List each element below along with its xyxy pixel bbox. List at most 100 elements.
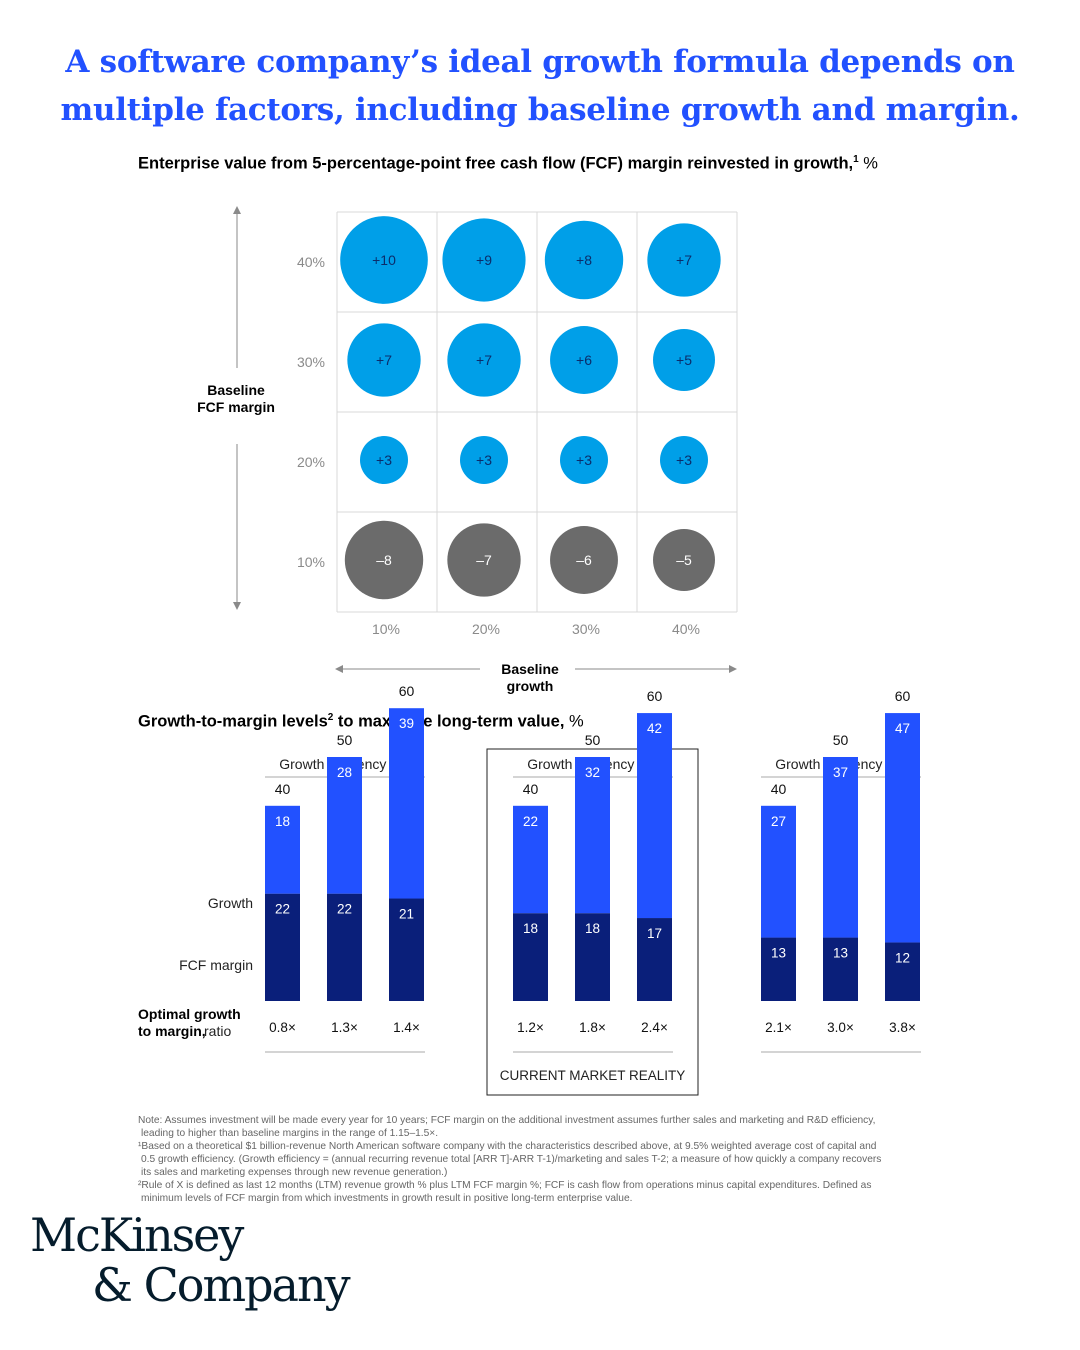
bar-total-label: 40: [771, 781, 787, 797]
x-axis-label-line: Baseline: [501, 661, 559, 677]
bar-label-growth: 18: [275, 814, 290, 829]
bubble: [560, 436, 608, 484]
x-axis-label-line: growth: [507, 678, 554, 694]
bar-label-fcf-margin: 18: [523, 921, 538, 936]
bar-label-fcf-margin: 18: [585, 921, 600, 936]
logo-line-2: & Company: [92, 1258, 351, 1312]
bar-label-fcf-margin: 17: [647, 926, 662, 941]
arrow-left-icon: [335, 665, 343, 673]
bubble-label: +3: [476, 452, 492, 468]
bar-segment-growth: [637, 713, 672, 919]
ratio-label: 1.2×: [517, 1020, 544, 1035]
bar-segment-growth: [265, 805, 300, 894]
bar-label-fcf-margin: 21: [399, 907, 414, 922]
bar-label-growth: 32: [585, 765, 600, 780]
bar-label-growth: 37: [833, 765, 848, 780]
x-tick-label: 10%: [372, 621, 400, 637]
bar-label-growth: 39: [399, 716, 414, 731]
ratio-label: 3.0×: [827, 1020, 854, 1035]
x-tick-label: 40%: [672, 621, 700, 637]
chart1-title-footnote: 1: [853, 154, 859, 165]
ratio-label: 1.4×: [393, 1020, 420, 1035]
footnotes: Note: Assumes investment will be made ev…: [138, 1114, 948, 1205]
bar-label-fcf-margin: 12: [895, 950, 910, 965]
bubble-label: +5: [676, 352, 692, 368]
bar-segment-growth: [513, 805, 548, 914]
ratio-label: 1.8×: [579, 1020, 606, 1035]
row-label-ratio: to margin,: [138, 1023, 206, 1039]
bar-total-label: 50: [585, 732, 601, 748]
logo-line-1: McKinsey: [30, 1208, 244, 1262]
note-line: Note: Assumes investment will be made ev…: [138, 1115, 876, 1126]
note-line: ²Rule of X is defined as last 12 months …: [138, 1180, 872, 1191]
bar-total-label: 50: [833, 732, 849, 748]
bubble: [544, 220, 624, 300]
bubble-label: +3: [376, 452, 392, 468]
bar-total-label: 60: [647, 688, 663, 704]
bar-label-growth: 42: [647, 721, 662, 736]
highlight-label: CURRENT MARKET REALITY: [500, 1068, 686, 1083]
y-tick-label: 10%: [297, 554, 325, 570]
bar-total-label: 50: [337, 732, 353, 748]
bubble-label: –8: [376, 552, 392, 568]
bubble: [447, 523, 521, 597]
bar-segment-fcf-margin: [513, 913, 548, 1001]
bar-label-growth: 27: [771, 814, 786, 829]
y-axis-label-line: Baseline: [207, 382, 265, 398]
chart1-title-text: Enterprise value from 5-percentage-point…: [138, 154, 854, 173]
bar-segment-fcf-margin: [823, 937, 858, 1001]
bubble-label: –7: [476, 552, 492, 568]
y-axis-label-line: FCF margin: [197, 399, 275, 415]
chart1-title-unit: %: [858, 154, 878, 173]
bubble-label: +6: [576, 352, 592, 368]
highlight-box: [486, 748, 699, 1096]
bar-label-fcf-margin: 13: [771, 946, 786, 961]
bubble: [550, 526, 618, 594]
bubble-label: +7: [476, 352, 492, 368]
row-label-fcf-margin: FCF margin: [179, 957, 253, 973]
bubble-label: +8: [576, 252, 592, 268]
row-label-ratio: Optimal growth: [138, 1006, 241, 1022]
bar-label-fcf-margin: 22: [337, 902, 352, 917]
bar-label-fcf-margin: 22: [275, 902, 290, 917]
ratio-label: 2.4×: [641, 1020, 668, 1035]
y-tick-label: 30%: [297, 354, 325, 370]
x-tick-label: 30%: [572, 621, 600, 637]
chart1-title: Enterprise value from 5-percentage-point…: [138, 154, 878, 174]
bubble: [360, 436, 408, 484]
bar-total-label: 60: [399, 683, 415, 699]
bubble-label: +10: [372, 252, 396, 268]
note-line: ¹Based on a theoretical $1 billion-reven…: [138, 1141, 877, 1152]
row-label-ratio-unit: ratio: [204, 1023, 231, 1039]
note-line: leading to higher than baseline margins …: [141, 1128, 439, 1139]
bar-segment-fcf-margin: [761, 937, 796, 1001]
bar-segment-fcf-margin: [885, 942, 920, 1001]
bubble-label: –6: [576, 552, 592, 568]
chart2-title-unit: %: [564, 712, 584, 731]
row-label-growth: Growth: [208, 895, 253, 911]
arrow-down-icon: [233, 602, 241, 610]
bubble: [447, 323, 521, 397]
bubble: [653, 329, 715, 391]
bubble-label: +7: [676, 252, 692, 268]
bubble: [347, 323, 421, 397]
bubble-label: –5: [676, 552, 692, 568]
bar-label-growth: 28: [337, 765, 352, 780]
bar-segment-growth: [885, 713, 920, 943]
bar-segment-fcf-margin: [265, 893, 300, 1001]
chart2-title-footnote: 2: [327, 712, 334, 723]
bar-segment-fcf-margin: [327, 893, 362, 1001]
bar-segment-growth: [575, 757, 610, 914]
headline: A software company’s ideal growth formul…: [0, 38, 1080, 134]
bar-label-fcf-margin: 13: [833, 946, 848, 961]
bubble: [653, 529, 715, 591]
bubble: [660, 436, 708, 484]
bubble: [340, 216, 428, 304]
y-tick-label: 20%: [297, 454, 325, 470]
bar-total-label: 40: [275, 781, 291, 797]
bubble-label: +3: [576, 452, 592, 468]
bar-segment-fcf-margin: [389, 898, 424, 1001]
bar-total-label: 40: [523, 781, 539, 797]
y-tick-label: 40%: [297, 254, 325, 270]
